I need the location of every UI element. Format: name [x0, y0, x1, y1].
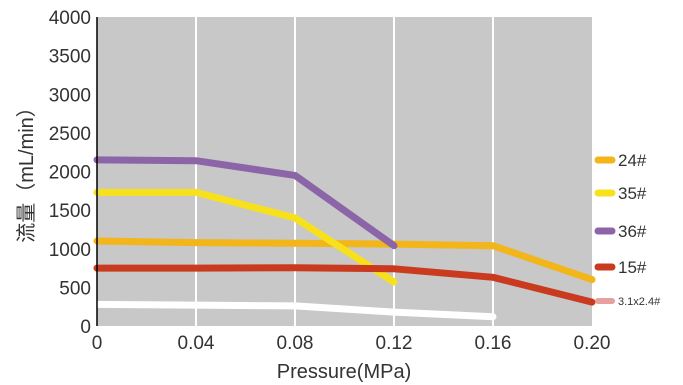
x-tick-label: 0.04: [178, 333, 215, 354]
legend-label: 3.1x2.4#: [618, 296, 661, 308]
y-tick-label: 1000: [49, 240, 91, 261]
legend: 24# 35# 36# 15# 3.1x2.4#: [594, 151, 661, 308]
legend-label: 24#: [618, 151, 647, 170]
y-tick-label: 500: [59, 278, 91, 299]
legend-label: 35#: [618, 184, 647, 203]
y-tick-label: 4000: [49, 8, 91, 29]
series-lines: [93, 156, 596, 321]
x-axis-title: Pressure(MPa): [277, 361, 411, 383]
series-line-4: [93, 300, 497, 321]
y-tick-label: 0: [80, 317, 91, 338]
x-tick-label: 0.16: [475, 333, 512, 354]
legend-label: 36#: [618, 222, 647, 241]
y-tick-label: 3500: [49, 47, 91, 68]
y-tick-labels: 0 500 1000 1500 2000 2500 3000 3500 4000: [49, 8, 91, 338]
y-tick-label: 2000: [49, 163, 91, 184]
series-line-1: [93, 188, 398, 286]
series-line-3: [93, 264, 596, 306]
y-tick-label: 2500: [49, 124, 91, 145]
series-line-0: [93, 237, 596, 284]
legend-label: 15#: [618, 258, 647, 277]
x-tick-label: 0: [92, 333, 103, 354]
x-tick-label: 0.20: [574, 333, 611, 354]
y-axis-title: 流量（mL/min）: [15, 97, 38, 243]
y-tick-label: 3000: [49, 85, 91, 106]
x-tick-labels: 0 0.04 0.08 0.12 0.16 0.20: [92, 333, 611, 354]
series-line-2: [93, 156, 398, 250]
plot-background: [97, 17, 592, 326]
x-tick-label: 0.12: [376, 333, 413, 354]
x-tick-label: 0.08: [277, 333, 314, 354]
y-tick-label: 1500: [49, 201, 91, 222]
